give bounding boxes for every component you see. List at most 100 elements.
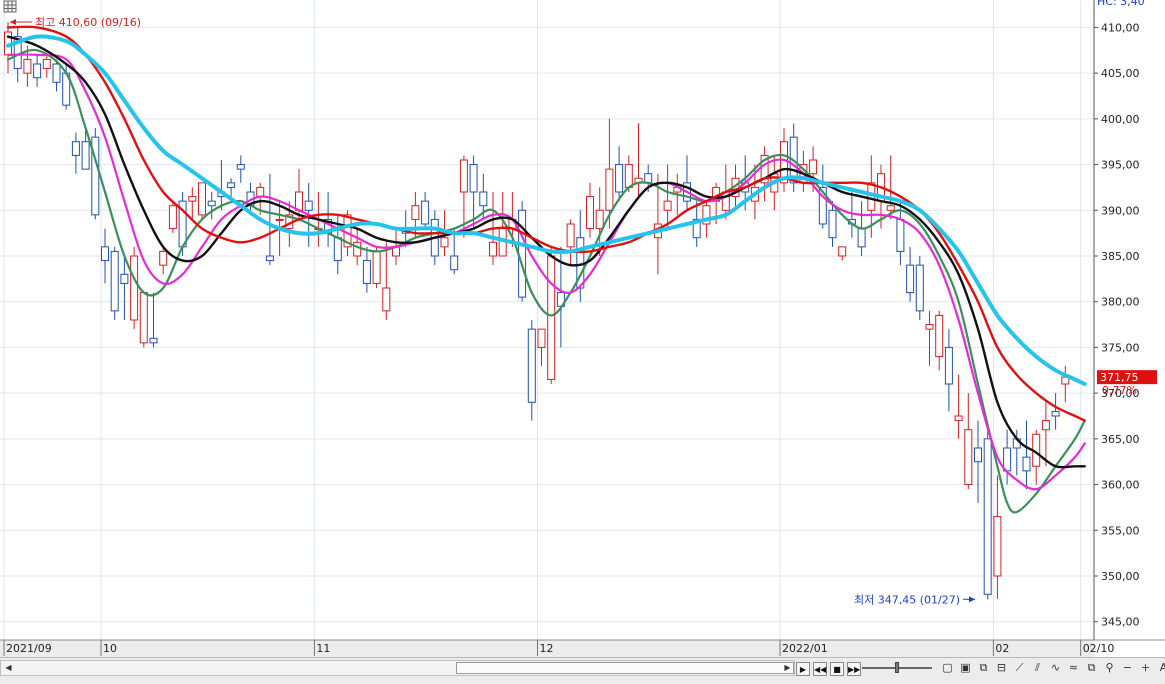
y-tick-label: 370,00	[1101, 387, 1140, 400]
candle	[159, 246, 168, 275]
scroll-thumb[interactable]	[456, 662, 794, 674]
candle	[993, 475, 1002, 599]
candle	[935, 310, 944, 371]
candle	[974, 420, 982, 503]
candle	[1041, 402, 1050, 467]
candle	[469, 155, 478, 229]
zoom-slider-knob[interactable]	[895, 662, 899, 673]
trend-line-icon[interactable]: ⟋	[1015, 661, 1024, 674]
low-annotation-label: 최저 347,45 (01/27)	[854, 593, 960, 606]
high-arrow-icon	[10, 18, 16, 25]
x-tick-label: 02/10	[1083, 642, 1115, 655]
step-forward-icon[interactable]: ▶	[796, 662, 810, 676]
scroll-left-icon[interactable]: ◀	[5, 663, 12, 672]
stop-icon[interactable]: ■	[830, 662, 844, 676]
annotations: 최고 410,60 (09/16) 최저 347,45 (01/27)	[10, 16, 975, 606]
split-window-icon[interactable]: ⊟	[996, 661, 1007, 674]
candle	[954, 374, 963, 439]
candle	[120, 256, 129, 320]
candle	[663, 164, 672, 229]
price-chart: 최고 410,60 (09/16) 최저 347,45 (01/27) 345,0…	[0, 0, 1165, 657]
candle	[372, 246, 381, 288]
candle	[915, 256, 924, 320]
horizontal-scrollbar[interactable]: ◀ ▶	[0, 660, 795, 676]
candle	[265, 173, 274, 266]
candle	[1022, 420, 1031, 490]
y-tick-label: 410,00	[1101, 21, 1140, 34]
x-tick-label: 2022/01	[782, 642, 828, 655]
x-tick-label: 11	[316, 642, 330, 655]
scroll-right-icon[interactable]: ▶	[784, 663, 791, 672]
candle	[906, 246, 915, 302]
candle	[168, 201, 177, 234]
candle	[537, 328, 546, 366]
candle	[566, 219, 575, 266]
zoom-in-icon[interactable]: +	[1140, 661, 1151, 674]
candle	[527, 320, 536, 421]
text-tool-icon[interactable]: A	[1159, 661, 1165, 674]
candle	[382, 242, 391, 320]
candle	[760, 146, 769, 202]
fast-forward-icon[interactable]: ▶▶	[847, 662, 861, 676]
x-tick-label: 12	[540, 642, 554, 655]
candle	[149, 292, 158, 348]
low-arrow-icon	[969, 596, 975, 603]
y-tick-label: 385,00	[1101, 250, 1140, 263]
y-tick-label: 355,00	[1101, 524, 1140, 537]
candle	[71, 132, 80, 174]
candle	[828, 201, 837, 247]
x-axis-ticks: 2021/09 10 11 12 2022/01 02 02/10	[3, 640, 1115, 656]
candle	[188, 187, 197, 220]
y-tick-label: 390,00	[1101, 204, 1140, 217]
y-tick-label: 345,00	[1101, 616, 1140, 629]
playback-controls: ▶ ◀◀ ■ ▶▶	[796, 660, 861, 678]
zoom-icon[interactable]: ⚲	[1105, 661, 1114, 674]
candle	[198, 182, 206, 220]
y-tick-label: 375,00	[1101, 341, 1140, 354]
candle	[983, 429, 992, 600]
candle	[139, 292, 148, 348]
wave-tool-icon[interactable]: ≈	[1068, 661, 1079, 674]
current-price-label: 371,75	[1100, 371, 1139, 384]
x-tick-label: 2021/09	[6, 642, 52, 655]
current-price-tag: 371,75 0,77%	[1097, 370, 1157, 397]
y-tick-label: 405,00	[1101, 67, 1140, 80]
y-axis-ticks: 345,00 350,00 355,00 360,00 365,00 370,00 375,…	[1094, 21, 1140, 629]
copy-icon[interactable]: ⧉	[1087, 661, 1096, 674]
high-annotation-label: 최고 410,60 (09/16)	[35, 16, 141, 29]
candle	[944, 329, 953, 412]
zoom-out-icon[interactable]: −	[1122, 661, 1133, 674]
channel-line-icon[interactable]: ⫽	[1035, 661, 1040, 674]
candles	[4, 21, 1070, 600]
window-icon[interactable]: ▢	[942, 661, 953, 674]
rewind-icon[interactable]: ◀◀	[813, 662, 827, 676]
candle	[421, 192, 430, 229]
candle	[586, 182, 594, 238]
chart-toolbar: ◀ ▶ ▶ ◀◀ ■ ▶▶ ▢ ▣ ⧉ ⊟ ⟋ ⫽ ∿ ≈ ⧉ ⚲ − + A	[0, 657, 1165, 684]
x-tick-label: 10	[103, 642, 117, 655]
y-tick-label: 395,00	[1101, 159, 1140, 172]
grid-toggle-icon[interactable]	[3, 0, 17, 13]
candle	[33, 54, 42, 87]
x-tick-label: 02	[995, 642, 1009, 655]
candle	[81, 128, 90, 170]
candle	[615, 146, 624, 202]
drawing-tools: ▢ ▣ ⧉ ⊟ ⟋ ⫽ ∿ ≈ ⧉ ⚲ − + A	[940, 660, 1165, 675]
duplicate-window-icon[interactable]: ⧉	[979, 661, 988, 674]
candle	[42, 54, 51, 78]
current-price-change: 0,77%	[1102, 384, 1137, 397]
y-tick-label: 360,00	[1101, 479, 1140, 492]
candle	[91, 128, 100, 220]
candle	[207, 192, 216, 220]
series-line-ma-cyan	[6, 34, 1087, 386]
fib-tool-icon[interactable]: ∿	[1050, 661, 1061, 674]
series-line-ma-black	[6, 35, 1086, 469]
candle	[925, 310, 934, 366]
candle	[362, 246, 371, 293]
candle	[110, 246, 119, 320]
candle	[130, 246, 139, 330]
candle	[518, 201, 527, 302]
overlay-window-icon[interactable]: ▣	[960, 661, 971, 674]
candle	[1051, 393, 1060, 430]
